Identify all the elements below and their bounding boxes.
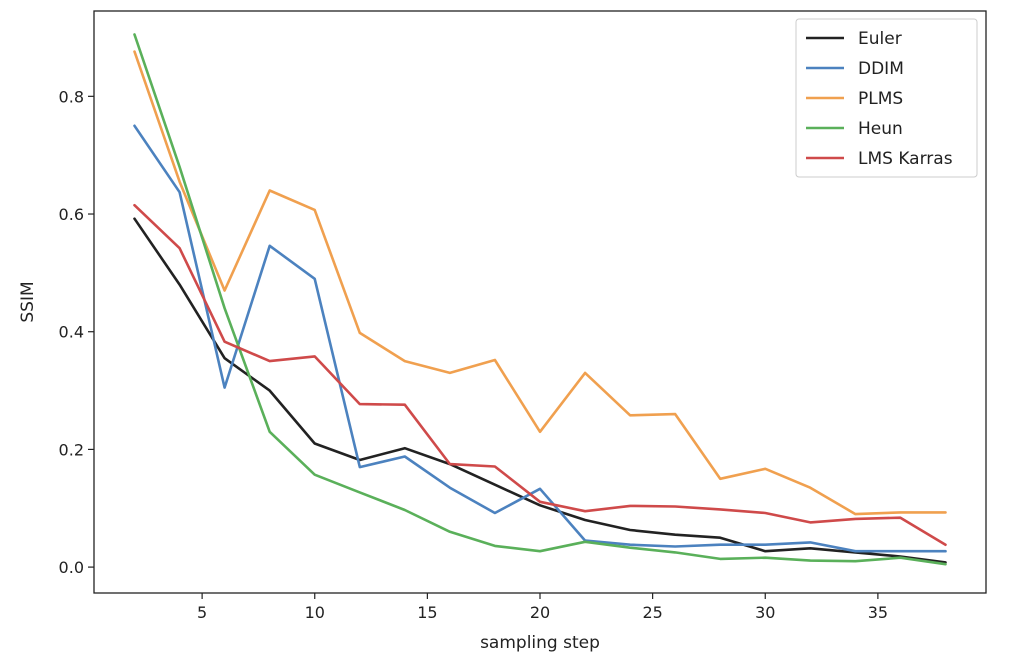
x-tick-label: 5 [197, 603, 207, 622]
y-tick-label: 0.0 [59, 558, 84, 577]
x-tick-label: 20 [530, 603, 550, 622]
legend-label: PLMS [858, 89, 903, 109]
plot-lines [133, 33, 947, 566]
series-line-0 [133, 217, 947, 564]
legend-label: LMS Karras [858, 149, 953, 169]
series-line-2 [133, 50, 947, 516]
series-line-1 [133, 124, 947, 553]
x-tick-label: 10 [305, 603, 325, 622]
y-tick-label: 0.2 [59, 440, 84, 459]
y-axis-ticks: 0.0 0.2 0.4 0.6 0.8 [59, 87, 94, 577]
legend-label: Euler [858, 29, 902, 49]
x-axis-label: sampling step [480, 633, 600, 653]
legend-label: Heun [858, 119, 903, 139]
series-line-3 [133, 33, 947, 566]
y-axis-label: SSIM [18, 281, 38, 322]
x-tick-label: 25 [642, 603, 662, 622]
y-tick-label: 0.4 [59, 323, 84, 342]
legend-label: DDIM [858, 59, 904, 79]
series-line-4 [133, 203, 947, 547]
x-tick-label: 15 [417, 603, 437, 622]
x-axis-ticks: 5 10 15 20 25 30 35 [197, 593, 888, 622]
x-tick-label: 30 [755, 603, 775, 622]
y-tick-label: 0.6 [59, 205, 84, 224]
y-tick-label: 0.8 [59, 87, 84, 106]
x-tick-label: 35 [868, 603, 888, 622]
legend: Euler DDIM PLMS Heun LMS Karras [795, 18, 978, 178]
legend-box [795, 18, 978, 178]
watermark-text: 掘金技术社区 @ 望峰 [810, 622, 1003, 646]
